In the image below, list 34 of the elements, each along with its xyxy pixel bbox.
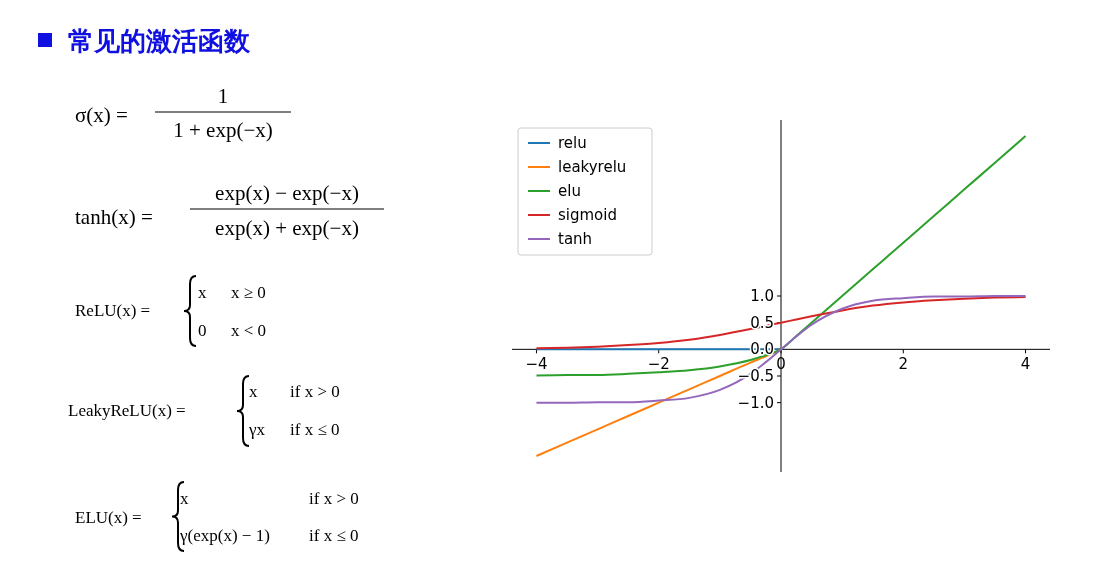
text: ELU(x) = (75, 508, 142, 527)
text: x (198, 283, 207, 302)
text: γ(exp(x) − 1) (179, 526, 270, 545)
x-tick-label: −4 (525, 355, 548, 374)
legend-label: elu (558, 182, 581, 200)
text: σ(x) = (75, 103, 128, 127)
text: x (180, 489, 189, 508)
text: LeakyReLU(x) = (68, 401, 186, 420)
text: x (249, 382, 258, 401)
text: 0 (198, 321, 207, 340)
x-tick-label: 0 (776, 355, 786, 374)
text: if x ≤ 0 (309, 526, 359, 545)
y-tick-label: −1.0 (737, 393, 774, 412)
text: exp(x) − exp(−x) (215, 181, 359, 205)
text: x ≥ 0 (231, 283, 266, 302)
legend-label: sigmoid (558, 206, 617, 224)
text: ReLU(x) = (75, 301, 151, 320)
x-tick-label: −2 (647, 355, 670, 374)
text: γx (248, 420, 266, 439)
text: 1 (217, 84, 229, 108)
y-tick-label: 1.0 (750, 287, 774, 305)
text: if x ≤ 0 (290, 420, 340, 439)
x-tick-label: 4 (1020, 355, 1031, 374)
legend-label: relu (558, 134, 587, 152)
legend-label: leakyrelu (558, 158, 627, 176)
text: x < 0 (231, 321, 267, 340)
text: 常见的激活函数 (68, 26, 251, 56)
text: tanh(x) = (75, 205, 153, 229)
legend-label: tanh (558, 230, 593, 248)
text: 1 + exp(−x) (173, 118, 273, 142)
x-tick-label: 2 (898, 355, 909, 374)
text: if x > 0 (290, 382, 340, 401)
text: exp(x) + exp(−x) (215, 216, 359, 240)
text: if x > 0 (309, 489, 359, 508)
